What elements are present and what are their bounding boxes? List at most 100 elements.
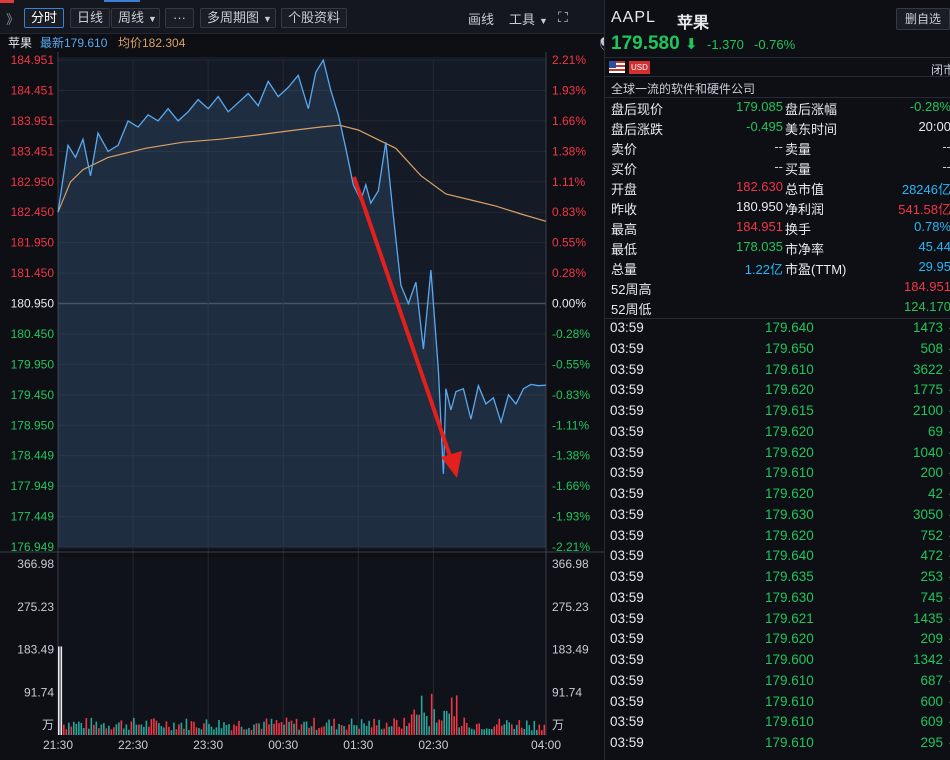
trade-time: 03:59 (610, 672, 644, 688)
trade-time: 03:59 (610, 340, 644, 356)
volume-bar (213, 729, 215, 735)
volume-bar (428, 726, 430, 735)
volume-unit-label: 万 (42, 718, 54, 732)
percent-tick-label: -1.38% (552, 449, 590, 463)
trade-time: 03:59 (610, 714, 644, 730)
multi-period-label: 多周期图 (207, 10, 260, 25)
volume-bar (133, 717, 135, 735)
trade-price: 179.620 (765, 423, 814, 439)
tab-daily[interactable]: 日线 (70, 8, 111, 28)
volume-bar (445, 710, 448, 735)
volume-bar (60, 646, 63, 735)
volume-bar (253, 724, 255, 735)
trade-volume: 609 (920, 714, 943, 730)
trade-row: 03:59 179.630 3050 ↓ (605, 507, 950, 528)
volume-bar (455, 695, 458, 735)
volume-bar (338, 724, 340, 735)
volume-panel-bg (58, 557, 546, 735)
volume-bar (508, 722, 511, 735)
stat-label: 卖价 (611, 142, 638, 157)
volume-bar (200, 729, 203, 735)
expand-left-icon[interactable]: 》 (6, 12, 20, 27)
volume-bar (475, 723, 478, 735)
volume-bar (65, 729, 68, 735)
volume-bar (310, 726, 313, 735)
trade-price: 179.640 (765, 320, 814, 335)
stat-row: 总量 1.22亿 市盈(TTM) 29.95 (605, 259, 950, 279)
trade-time: 03:59 (610, 382, 644, 398)
currency-badge: USD (629, 61, 650, 74)
volume-bar (243, 729, 245, 735)
volume-bar (78, 721, 80, 735)
price-change: -1.370 (707, 37, 744, 52)
stat-value: 184.951 (736, 219, 783, 234)
volume-bar (325, 722, 328, 735)
trade-volume: 508 (920, 340, 943, 356)
volume-bar (510, 724, 513, 735)
volume-bar (420, 695, 423, 735)
volume-bar (503, 724, 506, 735)
trade-volume: 295 (920, 735, 943, 750)
volume-bar (505, 720, 508, 735)
stock-profile-button[interactable]: 个股资料 (281, 8, 348, 28)
draw-line-button[interactable]: 画线 (468, 12, 495, 27)
stat-row: 盘后现价 179.085 盘后涨幅 -0.28% (605, 99, 950, 119)
fullscreen-icon[interactable]: ⛶ (558, 9, 568, 25)
sell-arrow-icon: ↓ (948, 569, 950, 581)
volume-tick-label: 366.98 (17, 557, 54, 571)
avg-price-line (57, 124, 547, 222)
volume-bar (328, 719, 330, 735)
sell-arrow-icon: ↓ (948, 735, 950, 747)
volume-bar (303, 721, 305, 735)
volume-bar (235, 725, 238, 735)
volume-bar (315, 729, 318, 735)
volume-tick-label: 275.23 (552, 600, 589, 614)
trade-price: 179.640 (765, 548, 814, 564)
volume-bar (348, 724, 350, 735)
price-tick-label: 183.451 (11, 144, 55, 158)
trade-time: 03:59 (610, 527, 644, 543)
tab-intraday[interactable]: 分时 (24, 8, 65, 28)
trade-time: 03:59 (610, 693, 644, 709)
sell-arrow-icon: ↓ (948, 486, 950, 498)
price-tick-label: 184.951 (11, 53, 55, 67)
trade-volume: 1473 (912, 320, 943, 335)
more-button[interactable]: ··· (165, 8, 194, 28)
trade-row: 03:59 179.630 745 ↓ (605, 590, 950, 611)
sell-arrow-icon: ↓ (948, 465, 950, 477)
volume-bar (145, 720, 148, 735)
trade-volume: 253 (920, 569, 943, 584)
tools-dropdown[interactable]: 工具 ▼ (509, 9, 548, 28)
volume-bar (185, 718, 188, 735)
volume-bar (283, 724, 285, 735)
volume-bar (435, 722, 438, 735)
chart-toolbar: 》 分时 日线 周线 ▼ ··· 多周期图 ▼ 个股资料 画线 工具 ▼ ⛶ (0, 0, 604, 34)
tab-weekly[interactable]: 周线 ▼ (111, 8, 160, 28)
volume-bar (443, 710, 445, 735)
volume-bar (470, 728, 473, 735)
volume-bar (398, 726, 400, 735)
volume-bar (405, 725, 408, 735)
trade-volume: 3050 (912, 506, 943, 522)
trade-row: 03:59 179.650 508 ↓ (605, 341, 950, 362)
time-tick-label: 23:30 (193, 738, 223, 752)
intraday-chart: 184.951 184.451 183.951 183.451 182.950 182.4… (0, 52, 604, 752)
time-tick-label: 00:30 (268, 738, 298, 752)
volume-bar (330, 725, 333, 735)
volume-bar (513, 728, 516, 735)
volume-bar (120, 720, 123, 735)
multi-period-dropdown[interactable]: 多周期图 ▼ (200, 8, 276, 28)
volume-bar (390, 726, 393, 735)
trade-volume: 600 (920, 693, 943, 709)
price-tick-label: 182.450 (11, 205, 55, 219)
sell-arrow-icon: ↓ (948, 445, 950, 457)
volume-bars (58, 646, 546, 735)
volume-bar (478, 723, 481, 735)
stat-label: 总市值 (785, 182, 825, 197)
sell-arrow-icon: ↓ (948, 694, 950, 706)
stat-label: 52周低 (611, 302, 652, 317)
stat-row: 开盘 182.630 总市值 28246亿 (605, 179, 950, 199)
volume-bar (190, 721, 193, 735)
trade-row: 03:59 179.610 687 ↓ (605, 673, 950, 694)
remove-watchlist-button[interactable]: 删自选 (896, 8, 950, 30)
